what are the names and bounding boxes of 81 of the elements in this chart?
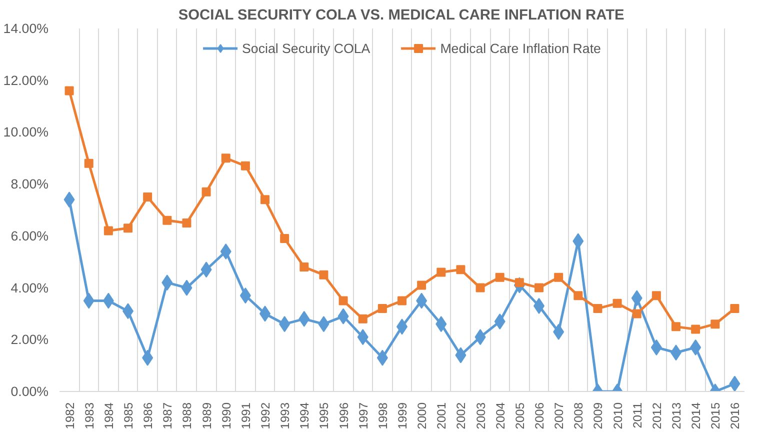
x-tick-label: 2016 <box>728 402 742 430</box>
x-tick-label: 2007 <box>552 402 566 430</box>
x-tick-label: 1998 <box>376 402 390 430</box>
legend-label: Social Security COLA <box>242 40 370 56</box>
x-tick-label: 1982 <box>62 402 77 430</box>
point <box>240 161 250 170</box>
x-tick-label: 1989 <box>200 402 214 430</box>
point <box>202 187 211 196</box>
point <box>436 268 446 277</box>
x-tick-label: 2002 <box>454 402 468 430</box>
point <box>574 291 583 300</box>
point <box>104 226 113 236</box>
legend-label: Medical Care Inflation Rate <box>440 40 601 56</box>
x-tick-label: 1986 <box>141 402 156 430</box>
x-tick-label: 2000 <box>415 402 430 430</box>
x-tick-label: 1995 <box>317 402 332 430</box>
x-tick-label: 1987 <box>160 402 175 430</box>
point <box>672 322 680 332</box>
point <box>729 376 740 392</box>
x-tick-label: 1994 <box>298 402 312 430</box>
x-tick-label: 2012 <box>650 402 664 430</box>
point <box>456 265 466 274</box>
x-tick-label: 2001 <box>434 402 449 430</box>
y-tick-label: 8.00% <box>10 176 49 192</box>
x-tick-label: 1992 <box>258 402 272 430</box>
point <box>260 195 270 204</box>
point <box>358 314 368 324</box>
x-tick-label: 1991 <box>238 402 253 430</box>
x-tick-label: 1997 <box>356 402 370 430</box>
point <box>84 158 94 168</box>
x-tick-label: 1993 <box>278 402 292 430</box>
point <box>64 86 74 96</box>
point <box>143 192 152 202</box>
point <box>300 262 309 272</box>
chart-title: SOCIAL SECURITY COLA VS. MEDICAL CARE INFLATION RATE <box>178 8 625 24</box>
x-tick-label: 1990 <box>219 402 234 430</box>
y-tick-label: 12.00% <box>3 72 49 88</box>
point <box>534 283 544 292</box>
x-tick-label: 2004 <box>493 402 508 430</box>
x-tick-label: 2003 <box>474 402 488 430</box>
point <box>398 296 406 306</box>
x-tick-label: 2006 <box>532 402 546 430</box>
x-tick-label: 1983 <box>82 402 96 430</box>
point <box>338 296 348 306</box>
y-tick-label: 4.00% <box>10 280 49 296</box>
point <box>710 320 720 329</box>
x-tick-label: 2005 <box>512 402 527 430</box>
point <box>612 298 622 308</box>
point <box>652 291 661 300</box>
point <box>378 304 387 314</box>
point <box>495 272 504 282</box>
y-tick-label: 14.00% <box>3 21 49 36</box>
x-tick-label: 1988 <box>180 402 194 430</box>
point <box>476 283 485 292</box>
x-tick-label: 1996 <box>336 402 351 430</box>
point <box>730 304 740 314</box>
x-tick-label: 2011 <box>630 402 644 428</box>
x-tick-label: 1984 <box>102 402 116 430</box>
point <box>162 216 172 225</box>
x-tick-label: 2015 <box>708 402 723 430</box>
x-tick-label: 1985 <box>122 402 136 430</box>
y-tick-label: 10.00% <box>3 124 49 140</box>
point <box>691 324 700 334</box>
y-tick-label: 0.00% <box>10 384 49 399</box>
point <box>280 234 290 244</box>
x-tick-label: 2010 <box>610 402 625 430</box>
point <box>593 304 602 314</box>
x-tick-label: 2008 <box>572 402 586 430</box>
x-tick-label: 2014 <box>689 402 704 430</box>
point <box>124 224 132 233</box>
point <box>417 280 426 290</box>
x-tick-label: 2009 <box>591 402 606 430</box>
point <box>632 309 642 318</box>
x-tick-label: 1999 <box>396 402 410 430</box>
point <box>221 154 230 163</box>
x-tick-label: 2013 <box>670 402 684 430</box>
point <box>182 218 192 228</box>
point <box>554 272 564 282</box>
y-tick-label: 2.00% <box>10 332 49 348</box>
point <box>319 270 328 280</box>
y-tick-label: 6.00% <box>10 228 49 244</box>
